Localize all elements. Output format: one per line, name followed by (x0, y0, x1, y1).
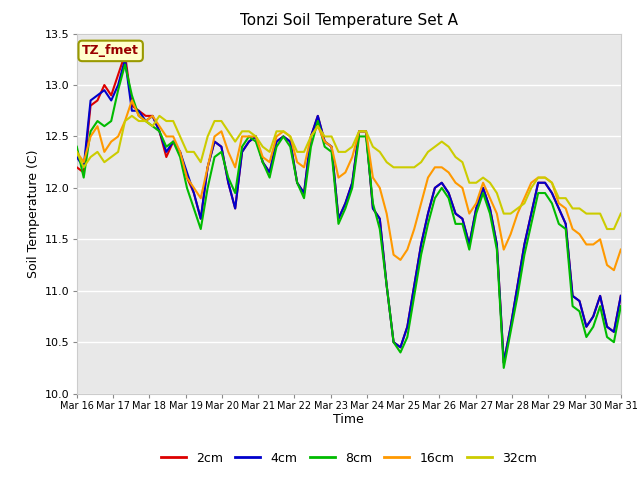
Y-axis label: Soil Temperature (C): Soil Temperature (C) (26, 149, 40, 278)
X-axis label: Time: Time (333, 413, 364, 426)
Title: Tonzi Soil Temperature Set A: Tonzi Soil Temperature Set A (240, 13, 458, 28)
Text: TZ_fmet: TZ_fmet (82, 44, 139, 58)
Legend: 2cm, 4cm, 8cm, 16cm, 32cm: 2cm, 4cm, 8cm, 16cm, 32cm (156, 447, 541, 469)
